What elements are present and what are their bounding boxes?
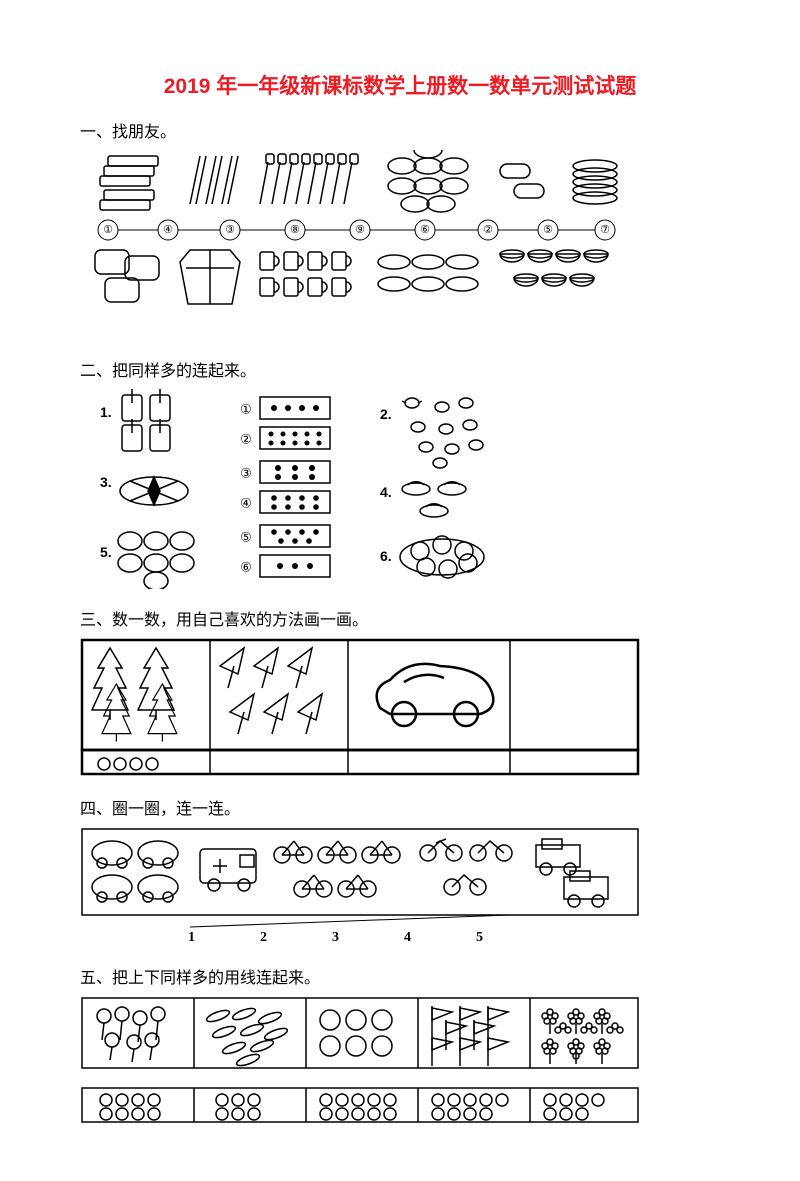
section-1-label: 一、找朋友。 <box>80 118 720 142</box>
svg-text:4: 4 <box>404 930 411 945</box>
q2-figure: 1. 3. 5. ① <box>80 389 720 594</box>
section-2-label: 二、把同样多的连起来。 <box>80 357 720 381</box>
svg-text:5: 5 <box>476 930 483 945</box>
svg-text:3: 3 <box>332 930 339 945</box>
svg-text:①: ① <box>103 224 113 236</box>
q5-bottom-row <box>82 1088 638 1122</box>
q2-dot-cards: ① ② ③ ④ <box>240 397 330 577</box>
page-title: 2019 年一年级新课标数学上册数一数单元测试试题 <box>80 70 720 100</box>
section-3-label: 三、数一数，用自己喜欢的方法画一画。 <box>80 606 720 630</box>
svg-text:③: ③ <box>225 224 235 236</box>
section-4-label: 四、圈一圈，连一连。 <box>80 795 720 819</box>
q1-figure: ① ④ ③ ⑧ ⑨ ⑥ ② ⑤ ⑦ <box>80 150 720 345</box>
svg-text:⑤: ⑤ <box>543 224 553 236</box>
q5-figure <box>80 996 720 1131</box>
q3-figure <box>80 638 720 783</box>
svg-text:2: 2 <box>260 930 267 945</box>
q4-figure: 1 2 3 4 5 <box>80 827 720 952</box>
svg-text:3.: 3. <box>100 474 112 490</box>
section-5-label: 五、把上下同样多的用线连起来。 <box>80 964 720 988</box>
svg-text:①: ① <box>240 402 252 417</box>
svg-text:2.: 2. <box>380 406 392 422</box>
svg-text:⑨: ⑨ <box>355 224 365 236</box>
svg-text:4.: 4. <box>380 484 392 500</box>
svg-text:③: ③ <box>240 466 252 481</box>
svg-text:⑦: ⑦ <box>600 224 610 236</box>
svg-text:⑧: ⑧ <box>290 224 300 236</box>
q1-number-row: ① ④ ③ ⑧ ⑨ ⑥ ② ⑤ ⑦ <box>98 220 615 240</box>
svg-text:②: ② <box>240 432 252 447</box>
svg-text:6.: 6. <box>380 548 392 564</box>
svg-text:④: ④ <box>163 224 173 236</box>
svg-text:5.: 5. <box>100 544 112 560</box>
svg-text:⑤: ⑤ <box>240 530 252 545</box>
svg-text:④: ④ <box>240 496 252 511</box>
svg-text:②: ② <box>483 224 493 236</box>
svg-text:1: 1 <box>188 930 195 945</box>
svg-text:⑥: ⑥ <box>420 224 430 236</box>
svg-text:⑥: ⑥ <box>240 560 252 575</box>
svg-text:1.: 1. <box>100 404 112 420</box>
